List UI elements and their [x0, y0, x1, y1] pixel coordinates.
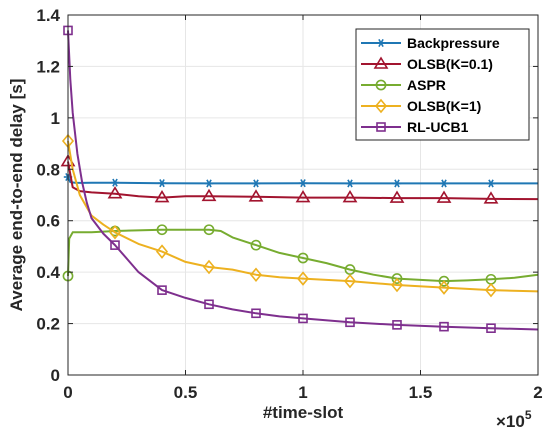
data-point-olsb-k-0-1 — [107, 186, 123, 199]
x-tick-label: 1 — [298, 383, 307, 402]
data-point-olsb-k-0-1 — [342, 190, 358, 203]
legend-label: Backpressure — [407, 35, 500, 51]
y-tick-label: 0.2 — [36, 315, 60, 334]
x-axis-label: #time-slot — [263, 403, 344, 422]
series-backpressure — [63, 172, 538, 188]
data-point-olsb-k-0-1 — [483, 191, 499, 204]
data-point-aspr — [203, 224, 215, 236]
legend-label: ASPR — [407, 77, 446, 93]
y-tick-label: 0.6 — [36, 212, 60, 231]
data-point-backpressure — [110, 178, 120, 187]
data-point-olsb-k-0-1 — [154, 190, 170, 203]
data-point-olsb-k-0-1 — [389, 190, 405, 203]
legend-item-aspr: ASPR — [361, 77, 446, 93]
legend-item-olsb-k-1: OLSB(K=1) — [361, 98, 481, 114]
y-tick-label: 0.4 — [36, 263, 60, 282]
legend-item-olsb-k-0-1: OLSB(K=0.1) — [361, 56, 493, 72]
data-point-aspr — [156, 224, 168, 236]
data-point-backpressure — [157, 179, 167, 188]
legend-item-rl-ucb1: RL-UCB1 — [361, 119, 469, 135]
data-point-rl-ucb1 — [486, 323, 496, 334]
data-point-rl-ucb1 — [157, 285, 167, 295]
data-point-backpressure — [392, 179, 402, 188]
data-point-backpressure — [298, 179, 308, 188]
series-line-olsb-k-0-1 — [67, 161, 539, 201]
x-axis-multiplier-exponent: 5 — [525, 408, 532, 422]
series-line-aspr — [67, 228, 539, 283]
y-tick-label: 1 — [51, 109, 60, 128]
series-layer — [60, 25, 539, 334]
data-point-olsb-k-1 — [437, 280, 451, 295]
data-point-olsb-k-1 — [202, 259, 216, 275]
x-tick-label: 1.5 — [409, 383, 433, 402]
data-point-olsb-k-0-1 — [201, 188, 217, 202]
x-tick-label: 0.5 — [174, 383, 198, 402]
data-point-olsb-k-0-1 — [248, 189, 264, 202]
y-axis-label: Average end-to-end delay [s] — [7, 79, 26, 312]
x-axis-multiplier-base: ×10 — [496, 412, 525, 431]
legend-label: OLSB(K=1) — [407, 98, 481, 114]
data-point-olsb-k-1 — [155, 244, 169, 259]
data-point-backpressure — [486, 179, 496, 188]
legend-label: RL-UCB1 — [407, 119, 469, 135]
y-tick-label: 1.2 — [36, 57, 60, 76]
data-point-aspr — [250, 239, 262, 251]
data-point-olsb-k-0-1 — [295, 190, 311, 203]
data-point-aspr — [438, 275, 450, 287]
legend: Backpressure OLSB(K=0.1) ASPR OLSB(K=1) RL-U… — [355, 28, 530, 141]
legend-marker — [375, 79, 387, 91]
data-point-rl-ucb1 — [298, 313, 308, 324]
legend-item-backpressure: Backpressure — [361, 35, 500, 51]
y-tick-label: 1.4 — [36, 6, 60, 25]
data-point-olsb-k-1 — [484, 282, 498, 298]
x-tick-label: 2 — [533, 383, 542, 402]
data-point-rl-ucb1 — [251, 308, 261, 319]
y-tick-label: 0.8 — [36, 160, 60, 179]
data-point-backpressure — [345, 179, 355, 188]
series-olsb-k-0-1 — [60, 154, 539, 204]
legend-marker — [373, 56, 389, 69]
x-axis-multiplier: ×105 — [496, 408, 532, 431]
data-point-rl-ucb1 — [110, 240, 120, 250]
data-point-olsb-k-1 — [249, 267, 263, 282]
series-line-rl-ucb1 — [67, 30, 539, 331]
axis-ticks: 0 0.5 1 1.5 2 0 0.2 0.4 0.6 0.8 1 1.2 1.4 — [36, 6, 542, 402]
data-point-rl-ucb1 — [439, 321, 449, 332]
data-point-rl-ucb1 — [392, 320, 402, 330]
legend-marker — [376, 38, 386, 48]
data-point-rl-ucb1 — [345, 317, 355, 328]
data-point-olsb-k-1 — [296, 271, 310, 286]
data-point-olsb-k-1 — [390, 277, 404, 293]
data-point-olsb-k-1 — [343, 273, 357, 289]
data-point-aspr — [391, 273, 403, 284]
data-point-aspr — [297, 252, 309, 264]
data-point-backpressure — [251, 179, 261, 188]
data-point-backpressure — [204, 179, 214, 188]
y-tick-label: 0 — [51, 366, 60, 385]
legend-label: OLSB(K=0.1) — [407, 56, 493, 72]
x-tick-label: 0 — [63, 383, 72, 402]
data-point-olsb-k-1 — [108, 225, 122, 240]
legend-marker — [374, 98, 388, 114]
legend-marker — [376, 122, 386, 132]
data-point-backpressure — [439, 179, 449, 188]
data-point-rl-ucb1 — [204, 299, 214, 310]
data-point-olsb-k-0-1 — [436, 190, 452, 203]
series-rl-ucb1 — [63, 25, 539, 334]
